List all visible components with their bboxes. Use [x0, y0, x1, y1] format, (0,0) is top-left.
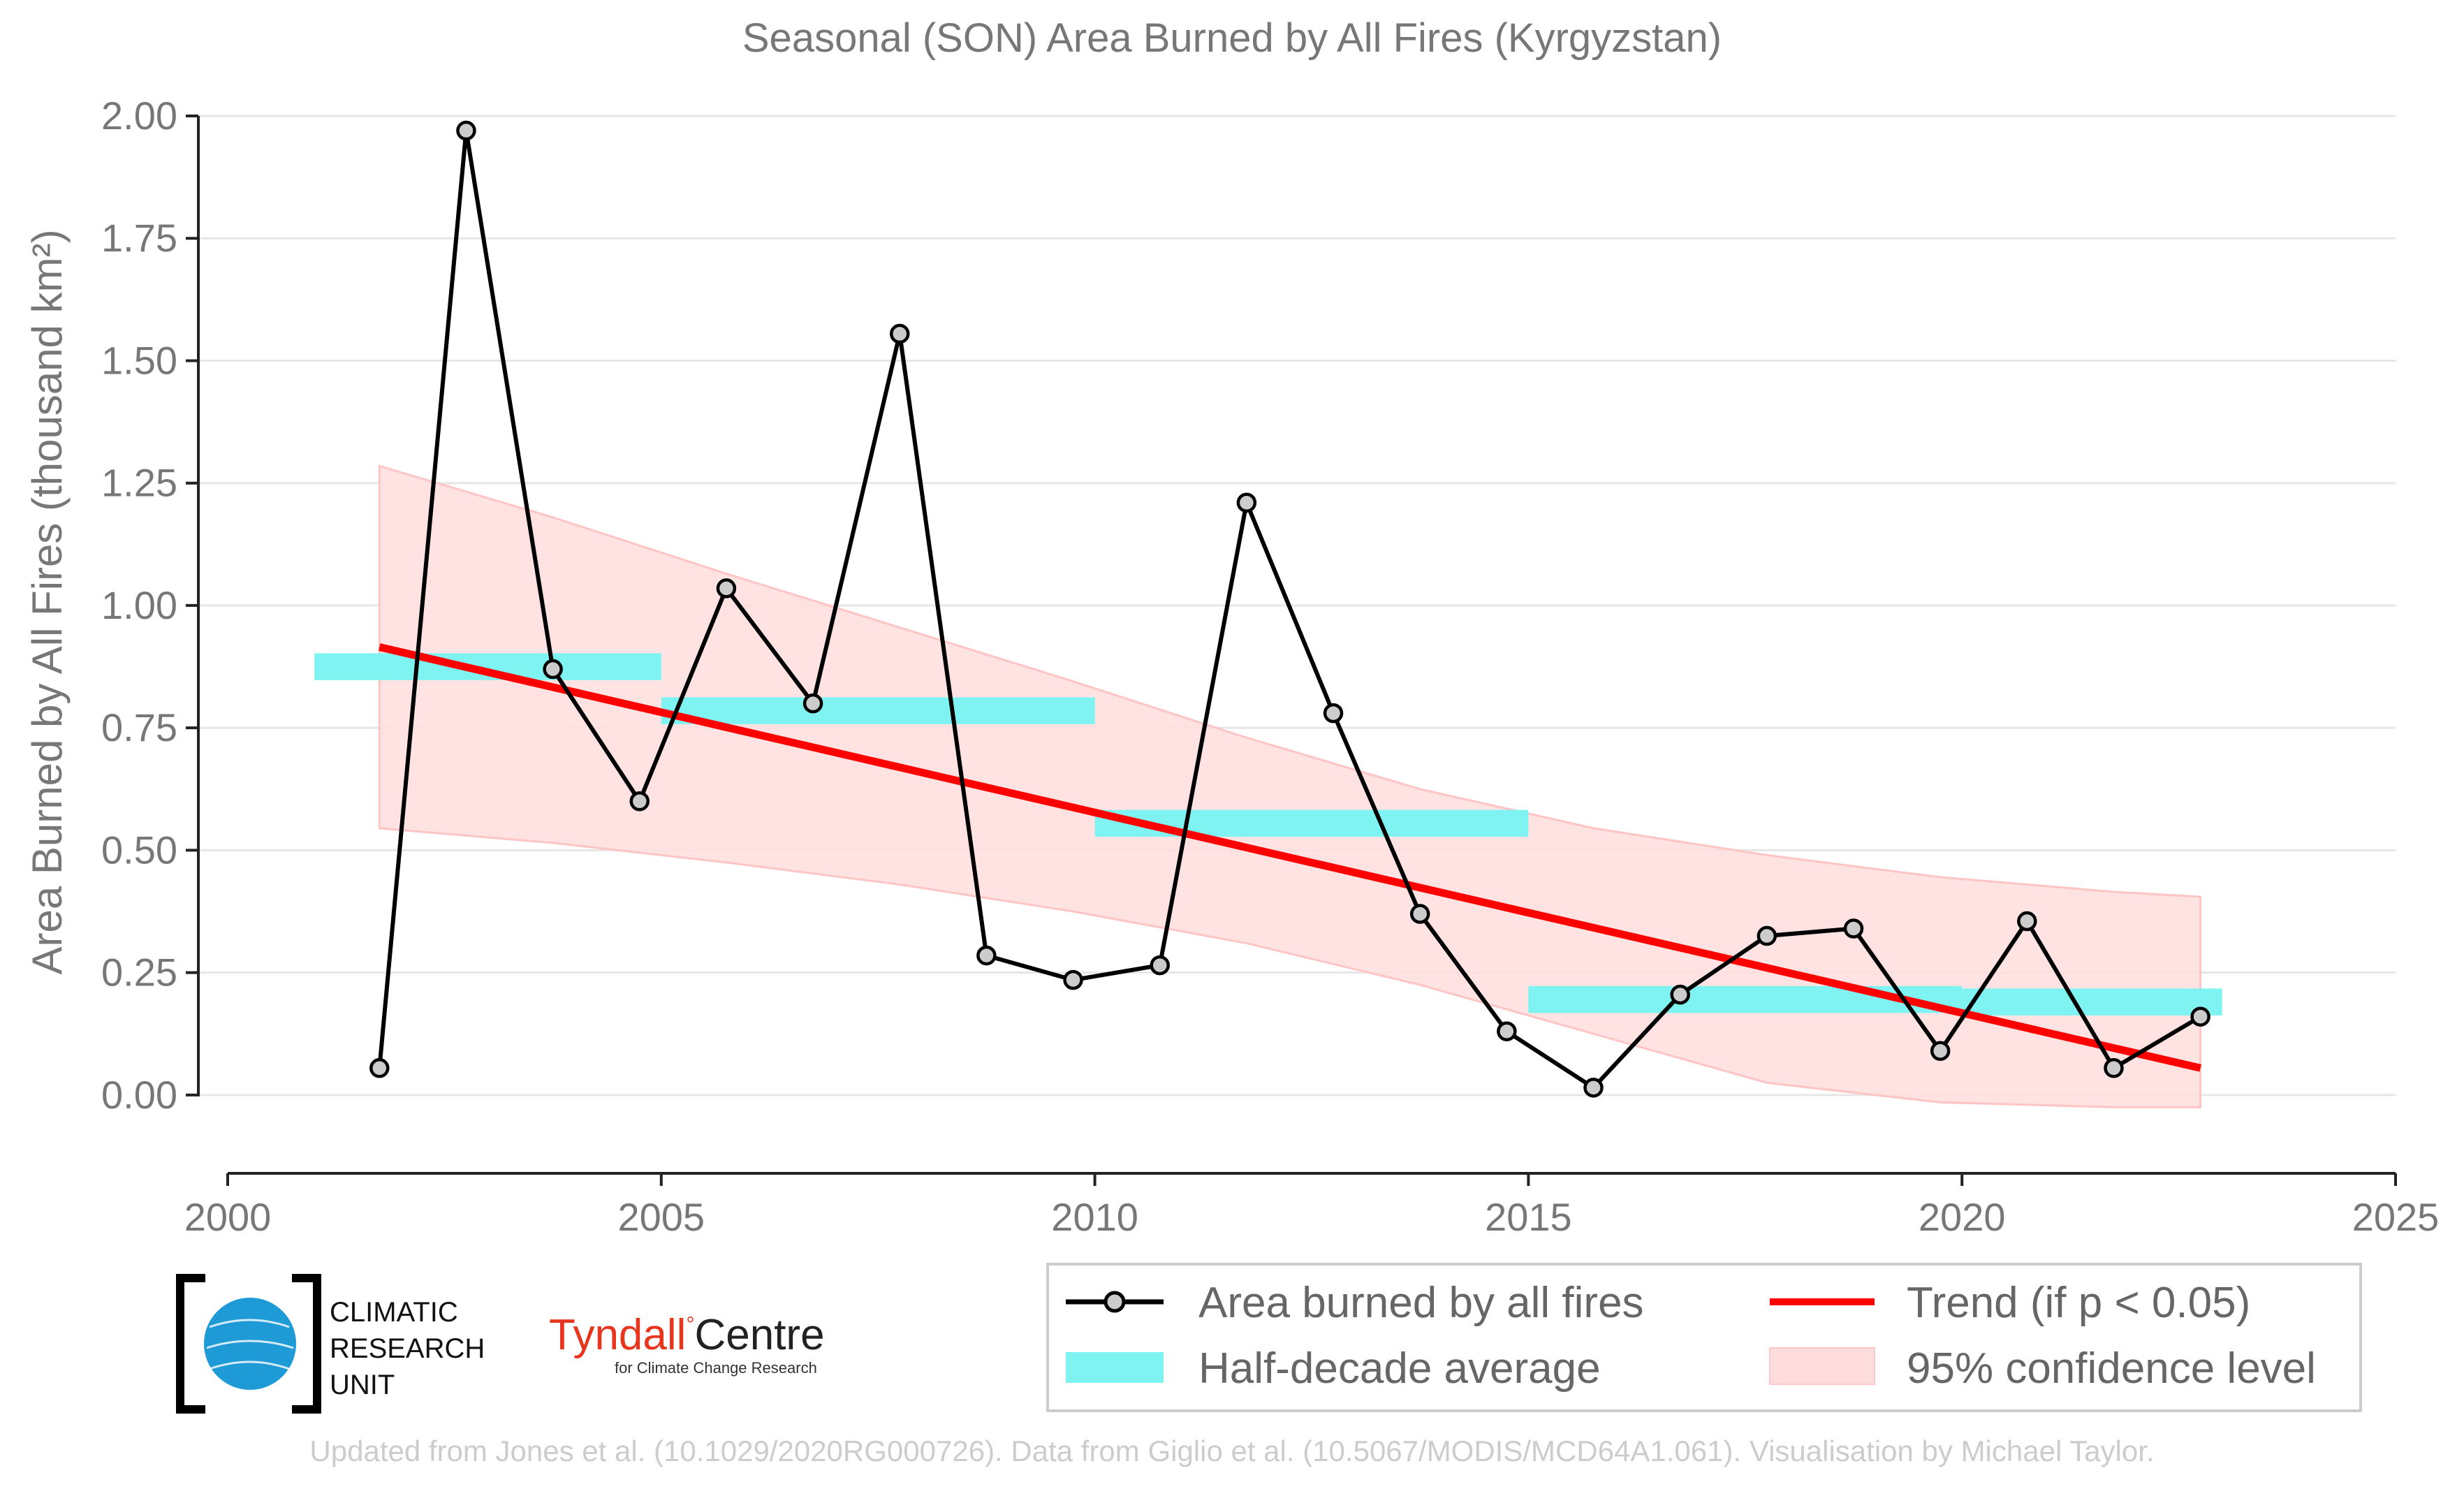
area-burned-point [1150, 955, 1170, 976]
half-decade-bars [314, 653, 2222, 1015]
half-decade-bar [661, 697, 1095, 724]
x-tick-label: 2005 [618, 1195, 705, 1239]
trend-line-group [379, 643, 2201, 1072]
area-burned-point [369, 1058, 390, 1078]
area-burned-point [1583, 1078, 1604, 1098]
area-burned-point [1843, 918, 1864, 939]
cru-bracket-right [292, 1274, 321, 1414]
area-burned-point [2190, 1006, 2210, 1027]
legend-label-half-decade: Half-decade average [1198, 1344, 1601, 1393]
tyndall-subtitle: for Climate Change Research [615, 1359, 817, 1377]
tyndall-centre: Centre [694, 1311, 824, 1359]
tyndall-name: Tyndall [549, 1311, 686, 1359]
y-tick-label: 0.25 [101, 951, 177, 995]
legend-label-trend: Trend (if p < 0.05) [1907, 1279, 2250, 1327]
half-decade-bar [1094, 809, 1529, 837]
area-burned-point [716, 578, 737, 599]
area-burned-point [456, 120, 476, 141]
area-burned-point [629, 791, 650, 812]
y-tick-label: 2.00 [101, 94, 177, 138]
legend-label-confidence: 95% confidence level [1907, 1344, 2316, 1393]
legend-marker-swatch [1103, 1291, 1126, 1313]
x-ticks: 2000 2005 2010 2015 2020 2025 [184, 1173, 2440, 1239]
x-tick-label: 2015 [1485, 1195, 1572, 1239]
area-burned-point [889, 323, 910, 344]
legend-half-decade-swatch [1066, 1352, 1164, 1383]
area-burned-point [1236, 492, 1257, 513]
area-burned-point [1497, 1021, 1517, 1041]
area-burned-point [976, 945, 997, 966]
legend-item-confidence: 95% confidence level [1769, 1344, 2316, 1393]
chart-title: Seasonal (SON) Area Burned by All Fires … [742, 15, 1722, 61]
area-burned-point [802, 693, 823, 714]
confidence-band-area [378, 464, 2202, 1108]
area-burned-point [2017, 911, 2037, 932]
area-burned-point [1670, 984, 1690, 1005]
trend-line [379, 643, 2201, 1072]
area-burned-point [1063, 969, 1083, 990]
tyndall-degree: ° [686, 1313, 694, 1336]
x-tick-label: 2000 [184, 1195, 272, 1239]
half-decade-bar [1962, 988, 2222, 1015]
tyndall-logo: Tyndall°Centre for Climate Change Resear… [549, 1311, 825, 1377]
cru-logo: CLIMATIC RESEARCH UNIT [176, 1274, 485, 1414]
legend-item-trend: Trend (if p < 0.05) [1770, 1279, 2250, 1327]
area-burned-point [1323, 703, 1344, 724]
globe-icon [204, 1298, 296, 1390]
y-tick-label: 0.50 [101, 828, 177, 872]
cru-line2: RESEARCH [330, 1333, 485, 1364]
credit-text: Updated from Jones et al. (10.1029/2020R… [309, 1435, 2154, 1467]
y-ticks: 0.00 0.25 0.50 0.75 1.00 1.25 1.50 1.75 2.00 [101, 94, 198, 1117]
cru-line3: UNIT [330, 1370, 395, 1400]
legend-box [1046, 1263, 2362, 1412]
y-tick-label: 1.00 [101, 583, 177, 627]
cru-bracket-left [176, 1274, 205, 1414]
y-tick-label: 0.00 [101, 1073, 177, 1117]
x-tick-label: 2010 [1051, 1195, 1138, 1239]
legend-item-half-decade: Half-decade average [1066, 1344, 1601, 1393]
legend-item-area: Area burned by all fires [1066, 1279, 1644, 1327]
area-burned-point [543, 659, 563, 680]
x-tick-label: 2025 [2352, 1195, 2440, 1239]
y-tick-label: 1.75 [101, 216, 177, 260]
area-burned-point [1757, 925, 1777, 946]
x-tick-label: 2020 [1919, 1195, 2006, 1239]
area-burned-point [1930, 1041, 1951, 1062]
legend: Area burned by all fires Trend (if p < 0… [1046, 1263, 2362, 1412]
y-tick-label: 0.75 [101, 705, 177, 749]
cru-line1: CLIMATIC [330, 1297, 458, 1328]
y-tick-label: 1.50 [101, 338, 177, 382]
area-burned-line [377, 130, 2202, 1091]
svg-text:Tyndall°Centre: Tyndall°Centre [549, 1311, 825, 1359]
area-burned-series [369, 120, 2210, 1098]
y-tick-label: 1.25 [101, 461, 177, 505]
area-burned-point [2104, 1058, 2124, 1078]
confidence-band [378, 464, 2202, 1108]
legend-label-area: Area burned by all fires [1198, 1279, 1644, 1327]
legend-confidence-swatch [1769, 1347, 1875, 1385]
half-decade-bar [314, 653, 661, 680]
area-burned-point [1409, 904, 1430, 924]
y-axis-label: Area Burned by All Fires (thousand km²) [24, 229, 71, 974]
